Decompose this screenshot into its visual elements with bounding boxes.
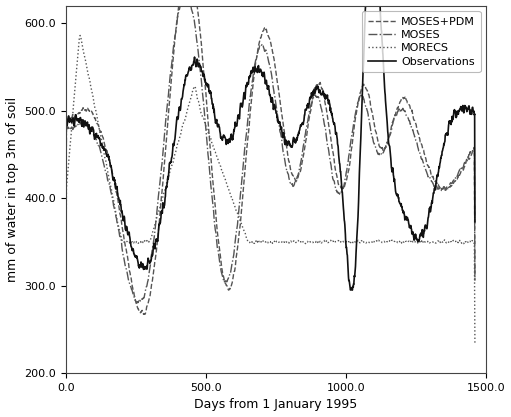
MORECS	[472, 342, 478, 347]
MORECS	[422, 239, 428, 244]
MORECS	[89, 90, 95, 95]
X-axis label: Days from 1 January 1995: Days from 1 January 1995	[194, 399, 358, 412]
MOSES+PDM	[422, 153, 428, 158]
MORECS	[220, 169, 226, 174]
MOSES	[177, 3, 183, 8]
Observations	[89, 124, 95, 129]
MOSES+PDM	[220, 270, 226, 275]
MOSES	[437, 186, 443, 191]
MOSES+PDM	[176, 3, 182, 8]
Line: Observations: Observations	[65, 5, 475, 334]
MOSES	[472, 278, 478, 283]
MOSES	[220, 274, 226, 279]
MORECS	[77, 33, 83, 38]
MOSES+PDM	[62, 331, 68, 336]
MOSES+PDM	[89, 109, 95, 114]
Observations	[219, 138, 225, 143]
MORECS	[437, 240, 443, 245]
MOSES	[62, 336, 68, 341]
MOSES+PDM	[85, 108, 91, 113]
Line: MORECS: MORECS	[65, 35, 475, 371]
MORECS	[62, 368, 68, 373]
MORECS	[85, 73, 91, 78]
Observations	[362, 3, 368, 8]
Line: MOSES: MOSES	[65, 5, 475, 338]
MOSES	[85, 122, 91, 127]
Observations	[62, 332, 68, 337]
Observations	[472, 219, 478, 224]
Observations	[422, 225, 428, 230]
MORECS	[239, 223, 245, 228]
MOSES	[89, 129, 95, 134]
Y-axis label: mm of water in top 3m of soil: mm of water in top 3m of soil	[6, 97, 18, 282]
MOSES+PDM	[239, 201, 245, 206]
Legend: MOSES+PDM, MOSES, MORECS, Observations: MOSES+PDM, MOSES, MORECS, Observations	[362, 11, 480, 72]
MOSES	[422, 165, 428, 170]
MOSES+PDM	[437, 185, 443, 190]
MOSES+PDM	[472, 277, 478, 282]
Observations	[85, 126, 91, 131]
MOSES	[239, 177, 245, 182]
Line: MOSES+PDM: MOSES+PDM	[65, 5, 475, 334]
Observations	[437, 160, 443, 165]
Observations	[239, 101, 245, 106]
